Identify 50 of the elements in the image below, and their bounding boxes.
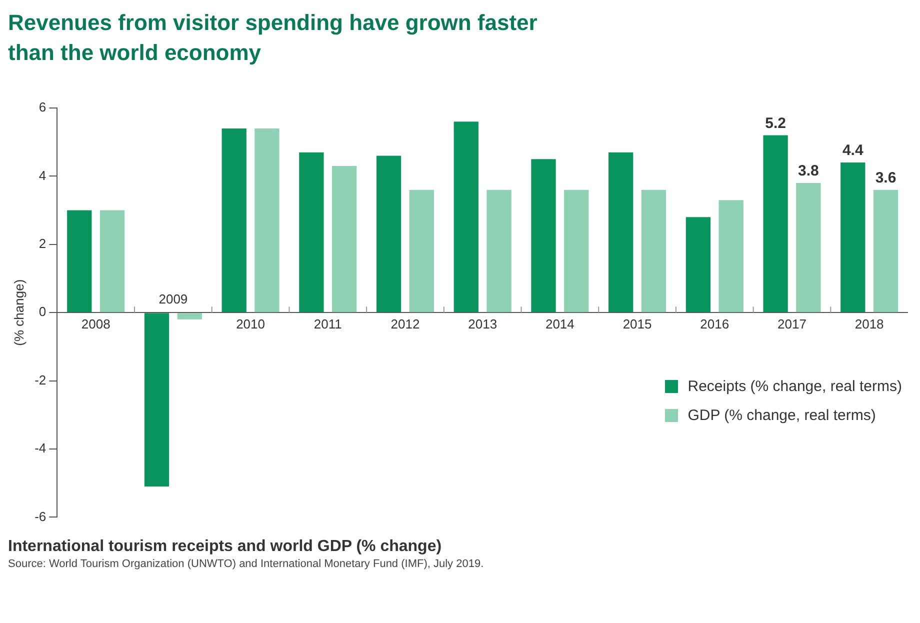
y-tick-label: -6 — [34, 508, 46, 524]
y-tick-label: -4 — [34, 440, 46, 456]
bar — [718, 200, 744, 312]
x-tick-label: 2010 — [236, 316, 265, 332]
bar — [641, 190, 666, 312]
bar — [686, 217, 711, 312]
bar — [254, 128, 280, 312]
bar — [763, 135, 788, 312]
source-note: Source: World Tourism Organization (UNWTO) and International Monetary Fund (IMF), July 2019. — [8, 558, 485, 570]
bar — [564, 190, 589, 312]
bar — [486, 190, 512, 312]
chart-title: Revenues from visitor spending have grown faster than the world economy — [8, 9, 538, 67]
x-tick-label: 2016 — [700, 316, 730, 332]
bar — [409, 190, 434, 312]
text: International tourism receipts and world GDP (% change) — [8, 538, 443, 556]
bar — [796, 183, 821, 312]
data-label: 3.8 — [798, 162, 819, 180]
y-tick-label: 4 — [38, 168, 46, 183]
y-tick-label: 6 — [38, 100, 46, 115]
x-tick-label: 2013 — [468, 316, 498, 332]
data-label: 3.6 — [875, 169, 896, 186]
data-label: 5.2 — [765, 114, 786, 132]
bar — [299, 152, 324, 312]
x-tick-label: 2015 — [622, 316, 652, 332]
bar — [67, 210, 92, 312]
legend-label: GDP (% change, real terms) — [688, 407, 876, 424]
x-tick-label: 2012 — [390, 316, 420, 332]
y-tick-label: 2 — [38, 236, 46, 251]
bar — [873, 190, 898, 312]
y-tick-label: 0 — [38, 304, 46, 320]
x-tick-label: 2017 — [778, 316, 806, 332]
bar — [376, 156, 402, 312]
legend-label: Receipts (% change, real terms) — [688, 378, 902, 395]
bar — [608, 152, 634, 312]
bar — [144, 313, 170, 487]
x-tick-label: 2018 — [854, 316, 884, 332]
x-tick-label: 2014 — [545, 316, 574, 332]
bar — [222, 128, 246, 312]
x-tick-label: 2009 — [158, 292, 188, 307]
bar — [100, 210, 125, 312]
bar — [454, 122, 478, 312]
bar — [177, 313, 202, 320]
bar — [840, 162, 866, 312]
x-tick-label: 2011 — [314, 316, 342, 332]
bar — [531, 159, 556, 312]
y-axis-title: (% change) — [11, 279, 26, 346]
bar — [332, 166, 357, 312]
data-label: 4.4 — [842, 142, 864, 160]
y-tick-label: -2 — [34, 372, 46, 388]
x-tick-label: 2008 — [81, 316, 110, 332]
